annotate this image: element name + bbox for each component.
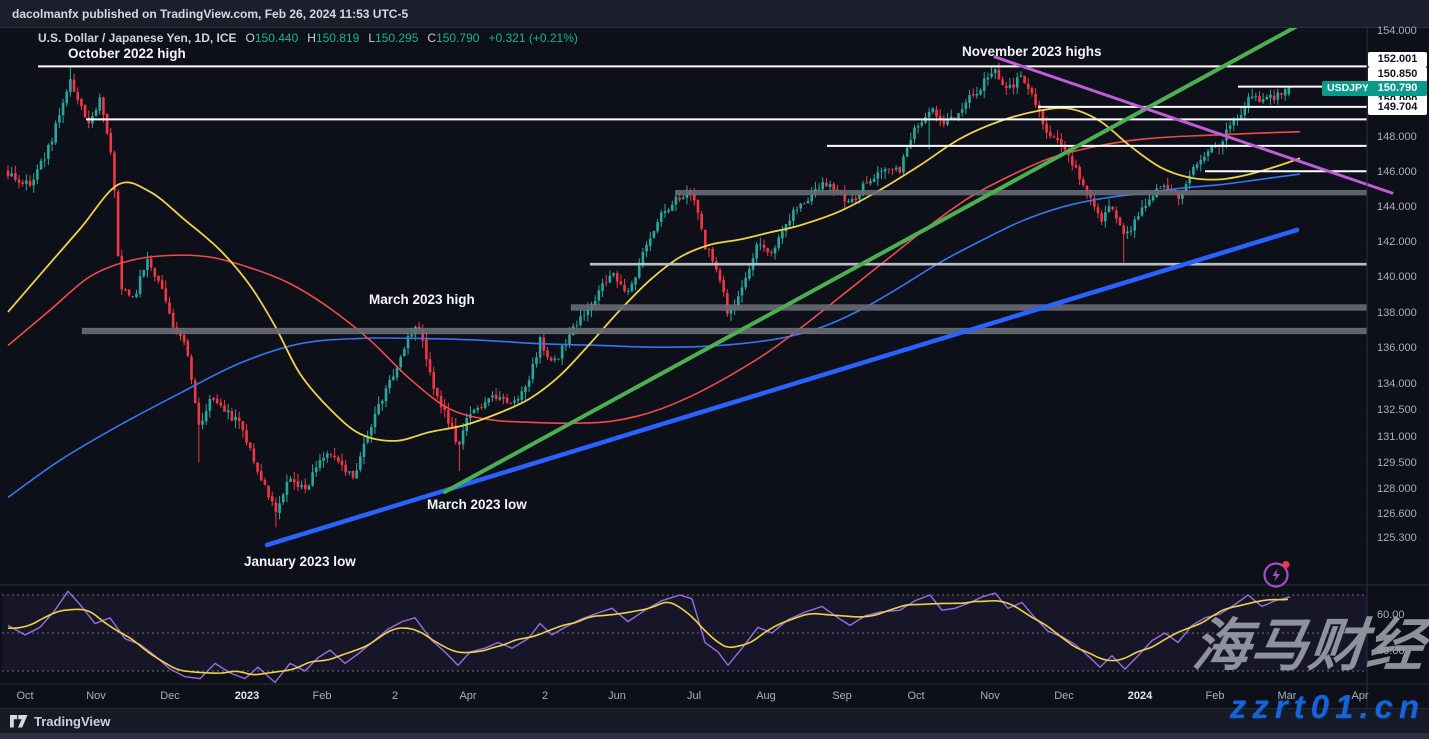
moving-averages	[7, 107, 1301, 499]
tradingview-logo-text: TradingView	[34, 714, 111, 729]
notification-dot-icon	[1282, 560, 1290, 569]
ma-red-line	[7, 130, 1301, 425]
rsi-ma-line	[7, 598, 1289, 676]
rising-channel-green	[443, 24, 1303, 494]
symbol-title[interactable]: U.S. Dollar / Japanese Yen, 1D, ICE	[38, 31, 237, 45]
rising-support-blue	[264, 227, 1300, 548]
ohlc-open: O150.440	[245, 31, 299, 45]
ohlc-low: L150.295	[368, 31, 419, 45]
horizontal-zones	[81, 189, 1368, 335]
bottom-scroll-strip	[0, 733, 1429, 739]
flash-alert-button[interactable]	[1259, 556, 1295, 592]
trendlines	[264, 24, 1394, 548]
ma-yellow-line	[7, 107, 1301, 442]
footer-bar: TradingView	[0, 708, 1429, 734]
symbol-price-tag[interactable]: USDJPY	[1322, 81, 1375, 96]
ma-blue-line	[7, 173, 1301, 499]
ohlc-high: H150.819	[307, 31, 360, 45]
watermark-site-url: zzrt01.cn	[1229, 688, 1425, 725]
chart-legend: U.S. Dollar / Japanese Yen, 1D, ICE O150…	[38, 31, 578, 45]
falling-resistance-magenta	[993, 55, 1394, 195]
candlestick-series	[6, 62, 1291, 528]
ohlc-close: C150.790	[427, 31, 480, 45]
rsi-line	[7, 590, 1291, 683]
change-value: +0.321 (+0.21%)	[488, 31, 578, 45]
watermark-cn-text: 海马财经	[1189, 614, 1429, 678]
tradingview-logo[interactable]: TradingView	[10, 714, 110, 729]
publisher-text: dacolmanfx published on TradingView.com,…	[12, 6, 409, 21]
rsi-band	[2, 595, 1367, 671]
horizontal-levels	[38, 65, 1367, 173]
publisher-bar: dacolmanfx published on TradingView.com,…	[0, 0, 1429, 28]
tradingview-logo-icon	[10, 715, 28, 728]
lightning-bolt-icon	[1272, 568, 1280, 582]
rsi-pane	[7, 590, 1291, 683]
flash-ring-icon	[1263, 562, 1289, 588]
last-price-label[interactable]: 150.790	[1368, 81, 1427, 96]
